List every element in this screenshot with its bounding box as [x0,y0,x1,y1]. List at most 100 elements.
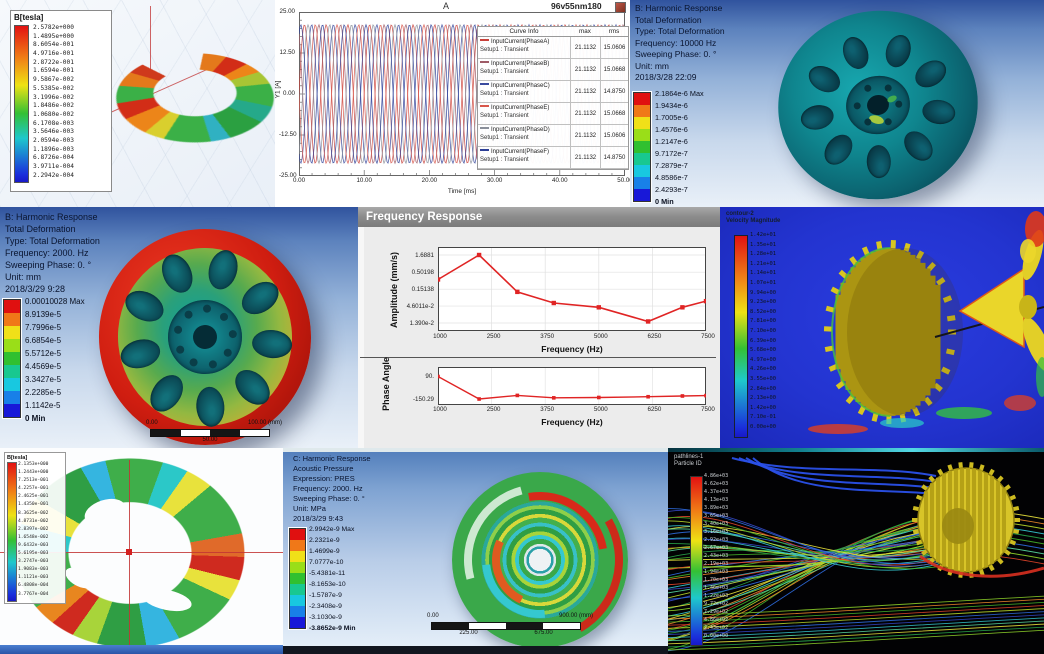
colorbar-value: 4.9716e-001 [33,50,74,58]
colorbar-value: -3.1030e-9 [309,614,342,621]
header-line: B: Harmonic Response [5,212,98,222]
tick-label: 7500 [701,333,715,340]
colorbar-value: 1.4576e-6 [655,125,688,134]
colorbar-value: 1.1121e-003 [18,575,49,581]
legend-row: InputCurrent(PhaseC) Setup1 : Transient … [478,81,628,103]
colorbar-value: 9.5867e-002 [33,76,74,84]
colorbar-header-line: Velocity Magnitude [726,218,781,224]
tick-label: 1000 [433,333,447,340]
scale-ruler: 0.00 900.00 (mm) 225.00 675.00 [427,613,593,636]
colorbar-value: 1.1142e-5 [25,401,61,410]
curve-setup: Setup1 : Transient [480,91,529,97]
panel-cfd-velocity: contour-2 Velocity Magnitude 1.42e+01 1.35… [720,207,1044,448]
result-header: B: Harmonic Response Total Deformation Typ… [5,211,100,295]
colorbar-title: B[tesla] [14,13,44,22]
legend-row: InputCurrent(PhaseE) Setup1 : Transient … [478,103,628,125]
colorbar-strip [3,299,21,418]
colorbar-value: 3.9711e-004 [33,163,74,170]
curve-max: 21.1132 [570,125,600,146]
colorbar-value: 2.92e+03 [704,537,729,543]
tick-label: 20.00 [421,177,438,184]
colorbar-value: 6.39e+00 [750,337,776,344]
colorbar-value: 6.1708e-003 [33,119,74,127]
colorbar-value: 3.3427e-5 [25,375,62,384]
colorbar-header-line: Particle ID [674,461,702,467]
colorbar-value: 3.2747e-003 [18,559,49,565]
colorbar-value: 3.65e+03 [704,513,729,519]
curve-color-swatch [480,39,489,41]
colorbar-value: 3.89e+03 [704,505,729,511]
curve-max: 21.1132 [570,59,600,80]
tick-label: 1000 [433,406,447,413]
colorbar-value: 3.1996e-002 [33,93,74,101]
curve-setup: Setup1 : Transient [480,157,529,163]
tick-label: 5000 [593,406,608,413]
amplitude-x-ticks: 1000 2500 3750 5000 6250 7500 [433,333,715,341]
tick-label: 4.6011e-2 [406,302,434,310]
cfd-scene [808,211,1044,434]
phase-y-ticks: 90. -150.29 [396,367,434,405]
panel-maxwell-torus: B[tesla] 2.5782e+000 1.4895e+000 8.6054e-0… [0,0,275,207]
y-axis-ticks: 25.00 12.50 0.00 -12.50 -25.00 [279,8,297,179]
colorbar-value: 2.9942e-9 Max [309,526,355,533]
section-divider [360,357,716,358]
curve-rms: 15.0668 [600,59,628,80]
legend-row: InputCurrent(PhaseD) Setup1 : Transient … [478,125,628,147]
panel-acoustic-pressure: C: Harmonic Response Acoustic Pressure Exp… [283,448,668,654]
ruler-bar [150,429,270,437]
curve-name: InputCurrent(PhaseD) [491,127,550,133]
tick-label: 40.00 [552,177,568,184]
ruler-bar [431,622,581,630]
amplitude-axis-label: Amplitude (mm/s) [389,252,399,329]
legend-row: InputCurrent(PhaseB) Setup1 : Transient … [478,59,628,81]
colorbar-value: 8.6054e-001 [33,41,74,49]
colorbar-values: 2.9942e-9 Max 2.2321e-9 1.4699e-9 7.0777e-1… [309,524,355,634]
frequency-axis-label: Frequency (Hz) [541,417,603,427]
curve-max: 21.1132 [570,37,600,58]
legend-curve-name: InputCurrent(PhaseA) Setup1 : Transient [478,37,570,58]
legend-header-max: max [579,28,591,35]
colorbar-value: 5.68e+00 [750,347,776,354]
colorbar-value: 8.52e+00 [750,308,776,315]
colorbar-value: 0 Min [655,197,674,206]
colorbar-value: 3.16e+03 [704,529,729,535]
colorbar-value: 2.67e+03 [704,545,729,551]
colorbar-value: 4.86e+02 [704,617,729,623]
colorbar-value: 1.21e+01 [750,260,776,267]
tick-label: 3750 [540,406,555,413]
tick-label: 30.00 [486,177,503,184]
colorbar-value: 2.4625e-001 [18,494,49,500]
wheel-hole [898,125,939,167]
colorbar-value: 9.6432e-003 [18,542,49,548]
ruler-left-label: 0.00 [146,420,158,426]
wheel-hole [798,102,836,133]
colorbar-value: 7.10e-01 [750,414,776,421]
colorbar-value: 6.6854e-5 [25,336,62,345]
window-left-edge [358,227,364,448]
colorbar-value: 2.84e+00 [750,385,776,392]
wheel-hole [910,55,952,94]
colorbar-value: 3.40e+03 [704,521,729,527]
wheel-hole [866,144,892,179]
header-line: 2018/3/29 9:43 [293,514,344,523]
colorbar-value: 4.8731e-002 [18,518,49,524]
wheel-hole [838,33,874,74]
colorbar-value: 7.0777e-10 [309,559,344,566]
tick-label: 0.15138 [411,285,434,293]
colorbar-value: 7.2513e-001 [18,478,49,484]
tick-label: 10.00 [356,177,372,184]
wheel-hole [920,97,957,126]
ruler-left-label: 0.00 [427,613,439,619]
wheel-hole [819,129,859,171]
rotor-wheel-model [760,0,996,207]
colorbar-value: 3.55e+00 [750,375,776,382]
colorbar-strip [14,25,29,183]
colorbar-value: 8.3625e-002 [18,510,49,516]
curve-name: InputCurrent(PhaseA) [491,39,550,45]
colorbar-value: 6.8726e-004 [33,154,74,162]
header-line: Unit: mm [5,272,41,282]
rotor-wheel-model [88,218,322,448]
tick-label: -12.50 [279,131,297,138]
tick-label: 7500 [701,406,715,413]
